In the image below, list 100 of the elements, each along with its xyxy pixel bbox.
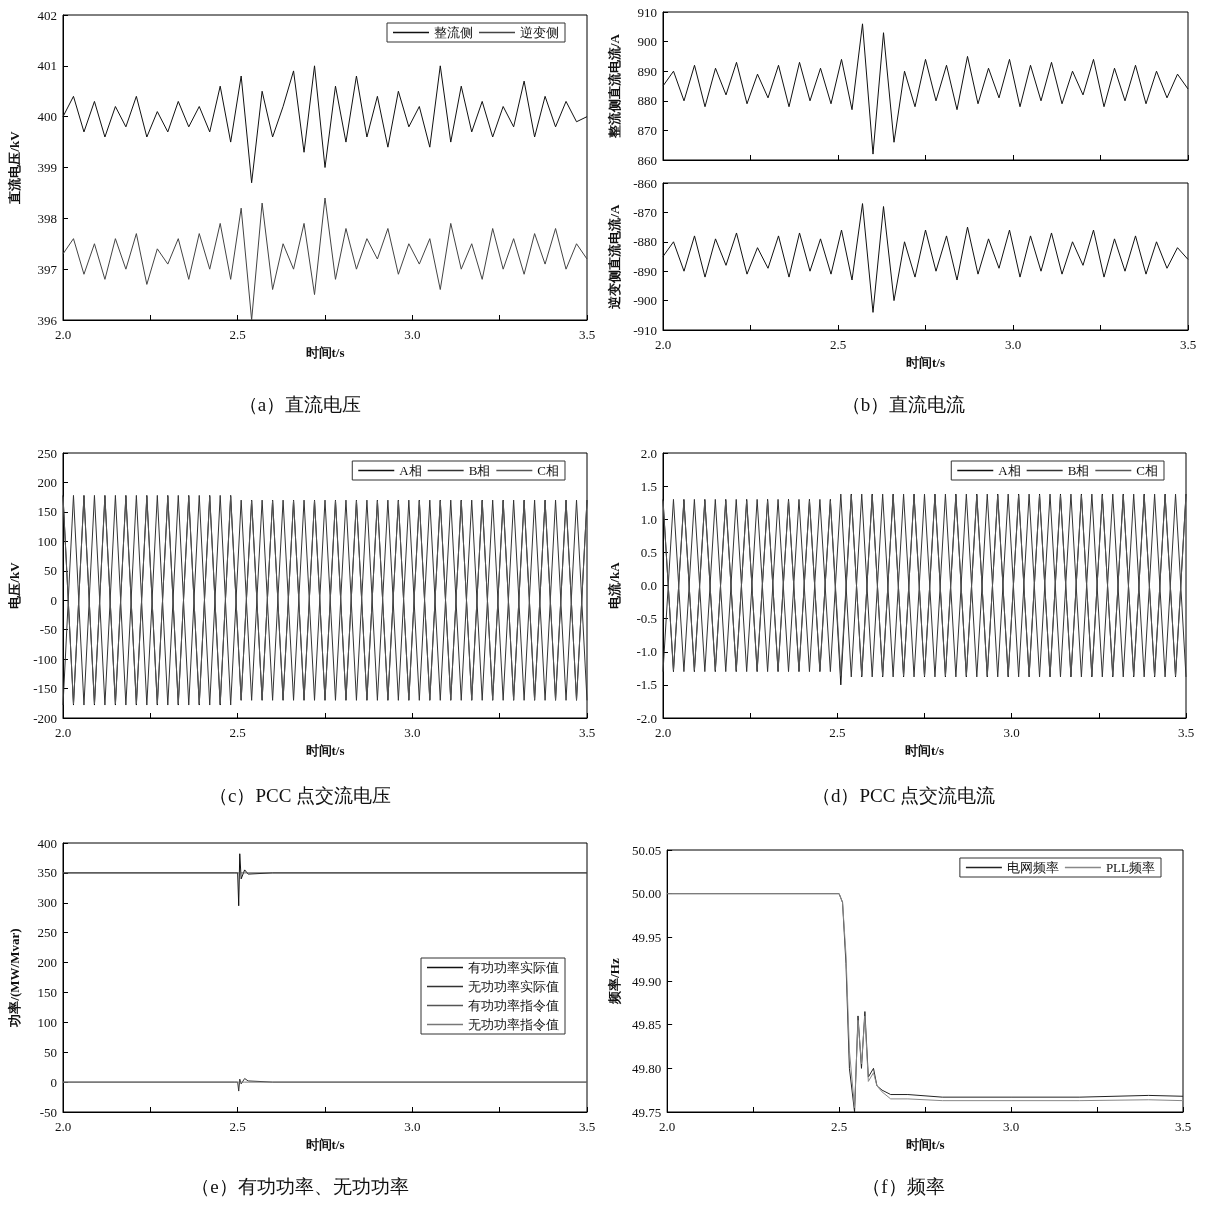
y-tick-label: 860 <box>637 152 657 168</box>
y-tick-label: 400 <box>37 835 57 851</box>
x-tick-label: 3.0 <box>1004 337 1022 352</box>
y-tick-label: -870 <box>633 204 657 220</box>
y-tick-label: -50 <box>39 622 57 638</box>
legend-label: B相 <box>1067 463 1090 478</box>
x-tick-label: 2.0 <box>654 725 672 740</box>
y-tick-label: -1.5 <box>636 677 657 693</box>
y-tick-label: 402 <box>37 7 57 23</box>
legend-label: 有功功率实际值 <box>468 960 559 975</box>
y-tick-label: 50.05 <box>631 842 662 858</box>
x-tick-label: 3.5 <box>1179 337 1197 352</box>
y-tick-label: -890 <box>633 263 657 279</box>
y-tick-label: -150 <box>33 681 57 697</box>
y-tick-label: 1.5 <box>640 478 657 494</box>
x-tick-label: 3.5 <box>578 725 596 740</box>
legend-label: 无功功率实际值 <box>468 979 559 994</box>
y-axis-title: 整流侧直流电流/A <box>607 33 622 139</box>
y-axis-title: 直流电压/kV <box>7 130 22 205</box>
y-tick-label: 49.80 <box>631 1060 662 1076</box>
legend-label: A相 <box>399 463 422 478</box>
y-axis-title: 电压/kV <box>7 561 22 609</box>
y-tick-label: 399 <box>37 160 57 175</box>
y-tick-label: 100 <box>37 533 57 549</box>
y-tick-label: 398 <box>37 210 57 226</box>
y-tick-label: -0.5 <box>636 611 657 627</box>
x-tick-label: 2.5 <box>829 725 846 740</box>
y-tick-label: 49.95 <box>631 929 662 945</box>
y-tick-label: 150 <box>37 984 57 1000</box>
y-tick-label: 2.0 <box>640 445 657 461</box>
x-tick-label: 3.5 <box>1177 725 1195 740</box>
y-tick-label: 0.0 <box>640 578 657 593</box>
x-axis-title: 时间t/s <box>305 743 345 758</box>
x-axis-title: 时间t/s <box>905 743 944 758</box>
legend-label: A相 <box>998 463 1021 478</box>
y-axis-title: 功率/(MW/Mvar) <box>7 928 22 1028</box>
legend-label: 电网频率 <box>1006 860 1059 875</box>
legend-label: 逆变侧 <box>520 25 559 40</box>
y-tick-label: 400 <box>37 109 57 125</box>
x-tick-label: 2.5 <box>830 1119 848 1134</box>
y-tick-label: 100 <box>37 1014 57 1030</box>
y-tick-label: 401 <box>37 58 57 74</box>
x-tick-label: 2.5 <box>829 337 847 352</box>
y-tick-label: -910 <box>633 322 657 338</box>
x-axis-title: 时间t/s <box>906 355 945 370</box>
legend-label: PLL频率 <box>1105 860 1156 875</box>
x-tick-label: 3.0 <box>1002 1119 1020 1134</box>
x-tick-label: 3.0 <box>404 1119 421 1134</box>
y-tick-label: -100 <box>33 651 57 667</box>
legend-label: C相 <box>537 463 559 478</box>
y-tick-label: 1.0 <box>640 511 657 527</box>
y-tick-label: -50 <box>39 1104 57 1120</box>
y-tick-label: 900 <box>637 34 657 50</box>
y-tick-label: 890 <box>637 63 657 79</box>
y-tick-label: 50.00 <box>631 886 662 902</box>
y-tick-label: 880 <box>637 93 657 109</box>
y-tick-label: -880 <box>633 234 657 250</box>
y-axis-title: 频率/Hz <box>607 958 622 1005</box>
x-axis-title: 时间t/s <box>305 1137 345 1152</box>
text: （d）PCC 点交流电流 <box>811 785 996 806</box>
y-tick-label: 0 <box>50 592 57 608</box>
legend-label: C相 <box>1136 463 1158 478</box>
y-tick-label: 0 <box>50 1074 57 1090</box>
x-axis-title: 时间t/s <box>305 345 345 360</box>
y-tick-label: 870 <box>637 122 657 138</box>
y-tick-label: 49.90 <box>631 973 662 989</box>
x-tick-label: 3.5 <box>578 327 596 342</box>
y-tick-label: 397 <box>37 261 58 277</box>
y-tick-label: 50 <box>44 563 57 579</box>
x-tick-label: 3.0 <box>404 327 421 342</box>
y-tick-label: -860 <box>633 175 657 191</box>
legend-label: B相 <box>468 463 491 478</box>
y-tick-label: 910 <box>637 4 657 20</box>
y-tick-label: -900 <box>633 293 657 309</box>
y-tick-label: 49.85 <box>631 1017 662 1033</box>
text: （f）频率 <box>862 1176 945 1197</box>
x-tick-label: 2.0 <box>654 337 672 352</box>
x-tick-label: 2.0 <box>659 1119 676 1134</box>
y-tick-label: 0.5 <box>640 544 657 560</box>
x-tick-label: 3.5 <box>578 1119 596 1134</box>
text: （e）有功功率、无功功率 <box>191 1176 409 1197</box>
y-tick-label: 250 <box>37 925 57 941</box>
x-tick-label: 2.5 <box>229 725 246 740</box>
x-tick-label: 3.5 <box>1174 1119 1192 1134</box>
y-tick-label: 350 <box>37 865 57 881</box>
y-tick-label: -1.0 <box>636 644 657 660</box>
x-axis-title: 时间t/s <box>905 1137 945 1152</box>
y-axis-title: 电流/kA <box>607 561 622 609</box>
y-tick-label: -2.0 <box>636 710 657 726</box>
y-tick-label: 200 <box>37 955 57 971</box>
x-tick-label: 2.5 <box>229 327 246 342</box>
y-tick-label: 49.75 <box>631 1104 662 1120</box>
legend-label: 整流侧 <box>434 25 473 40</box>
text: （a）直流电压 <box>238 394 362 415</box>
y-tick-label: -200 <box>33 710 57 726</box>
legend-label: 有功功率指令值 <box>468 998 559 1013</box>
x-tick-label: 3.0 <box>1003 725 1020 740</box>
y-tick-label: 150 <box>37 504 57 520</box>
y-tick-label: 396 <box>37 312 58 328</box>
legend-label: 无功功率指令值 <box>468 1017 559 1032</box>
